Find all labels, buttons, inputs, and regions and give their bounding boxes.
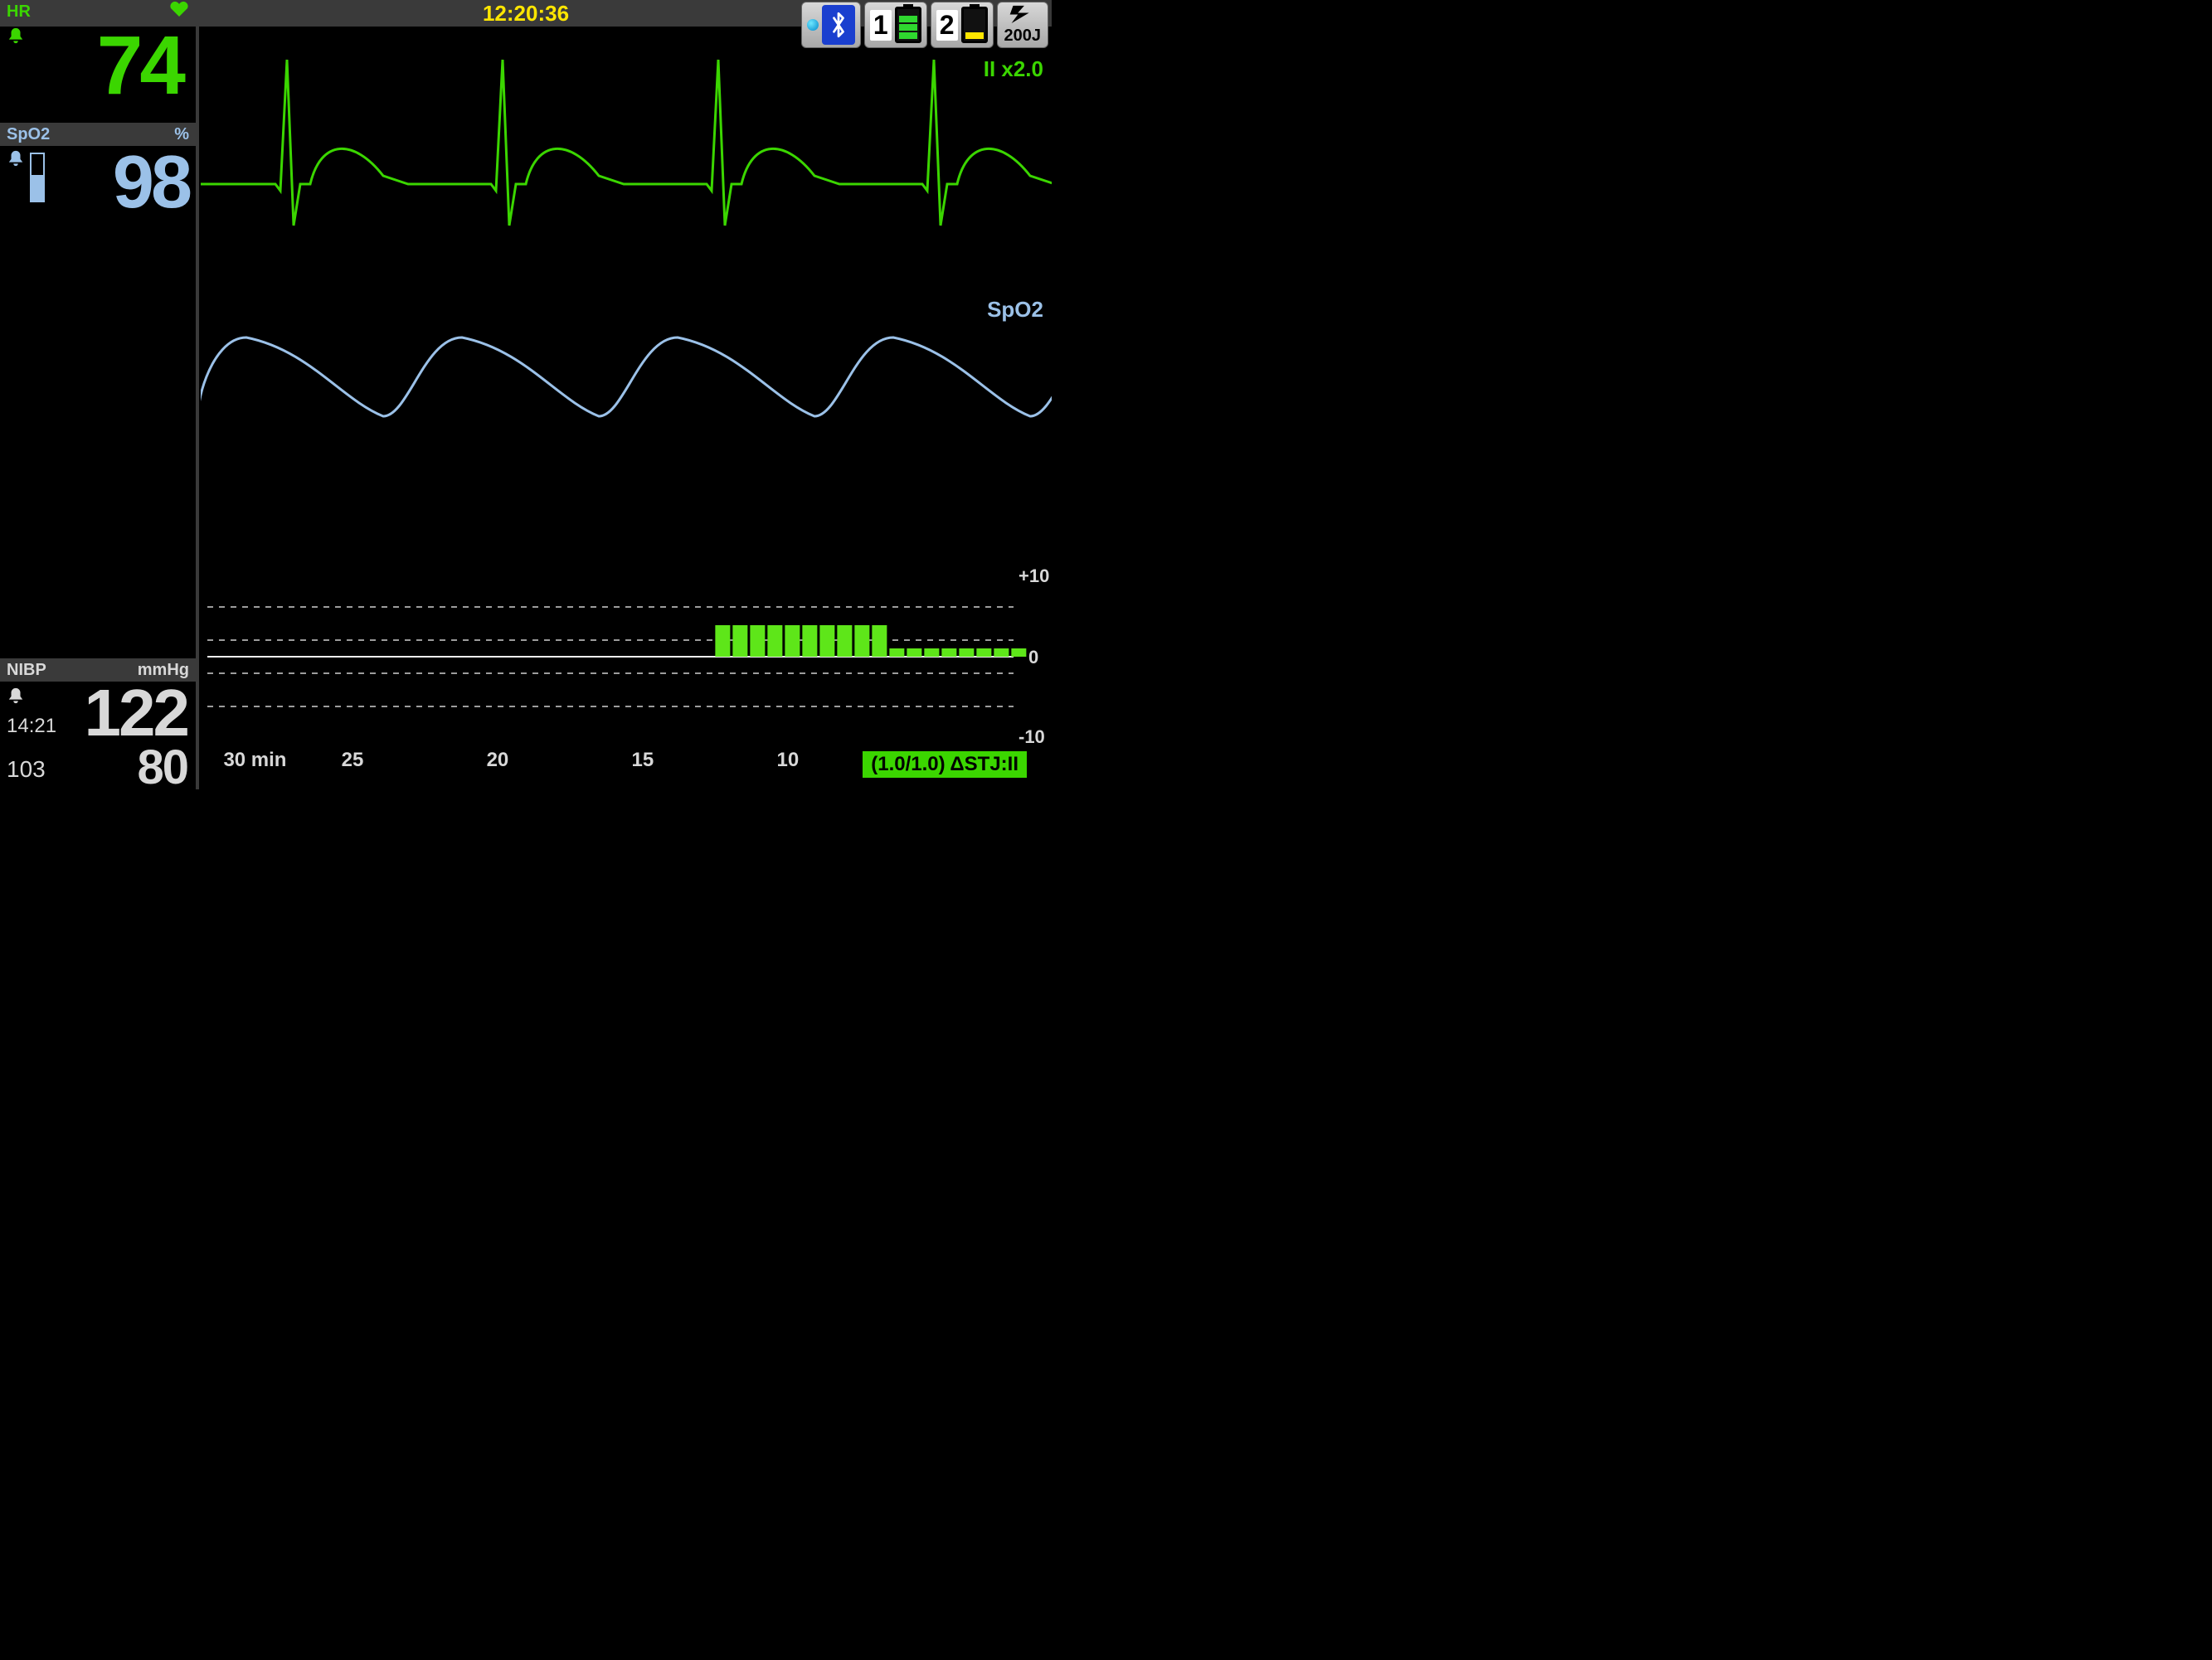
- spo2-label: SpO2: [7, 125, 50, 144]
- nibp-label: NIBP: [7, 661, 46, 680]
- hr-panel[interactable]: HR 74: [0, 0, 196, 105]
- trend-chart: +100-1030 min252015100 (1.0/1.0) ΔSTJ:II: [201, 557, 1052, 789]
- nibp-time: 14:21: [7, 715, 56, 738]
- nibp-alarm-bell-icon: [7, 687, 25, 705]
- nibp-panel[interactable]: NIBP mmHg 14:21 103 122 80: [0, 658, 196, 789]
- svg-text:+10: +10: [1018, 565, 1049, 586]
- svg-text:-10: -10: [1018, 726, 1045, 747]
- svg-text:25: 25: [342, 749, 364, 771]
- sidebar-divider: [196, 27, 199, 789]
- ecg-waveform: [201, 51, 1052, 250]
- svg-text:0: 0: [1028, 647, 1038, 667]
- svg-text:15: 15: [632, 749, 654, 771]
- clock: 12:20:36: [483, 1, 569, 27]
- lightning-icon: [1006, 4, 1039, 23]
- spo2-waveform: [201, 284, 1052, 449]
- hr-alarm-bell-icon: [7, 27, 25, 45]
- svg-text:20: 20: [487, 749, 509, 771]
- spo2-value: 98: [113, 149, 189, 216]
- hr-value: 74: [25, 27, 192, 105]
- spo2-panel[interactable]: SpO2 % 98: [0, 123, 196, 216]
- nibp-mean: 103: [7, 756, 46, 783]
- svg-text:10: 10: [776, 749, 799, 771]
- hr-label: HR: [7, 2, 31, 22]
- spo2-pulse-bar: [30, 153, 45, 202]
- svg-text:30 min: 30 min: [223, 749, 286, 771]
- nibp-diastolic: 80: [137, 740, 187, 795]
- trend-status-label: (1.0/1.0) ΔSTJ:II: [863, 751, 1027, 778]
- waveform-area: II x2.0 SpO2 +100-1030 min252015100 (1.0…: [201, 27, 1052, 789]
- spo2-alarm-bell-icon: [7, 149, 25, 167]
